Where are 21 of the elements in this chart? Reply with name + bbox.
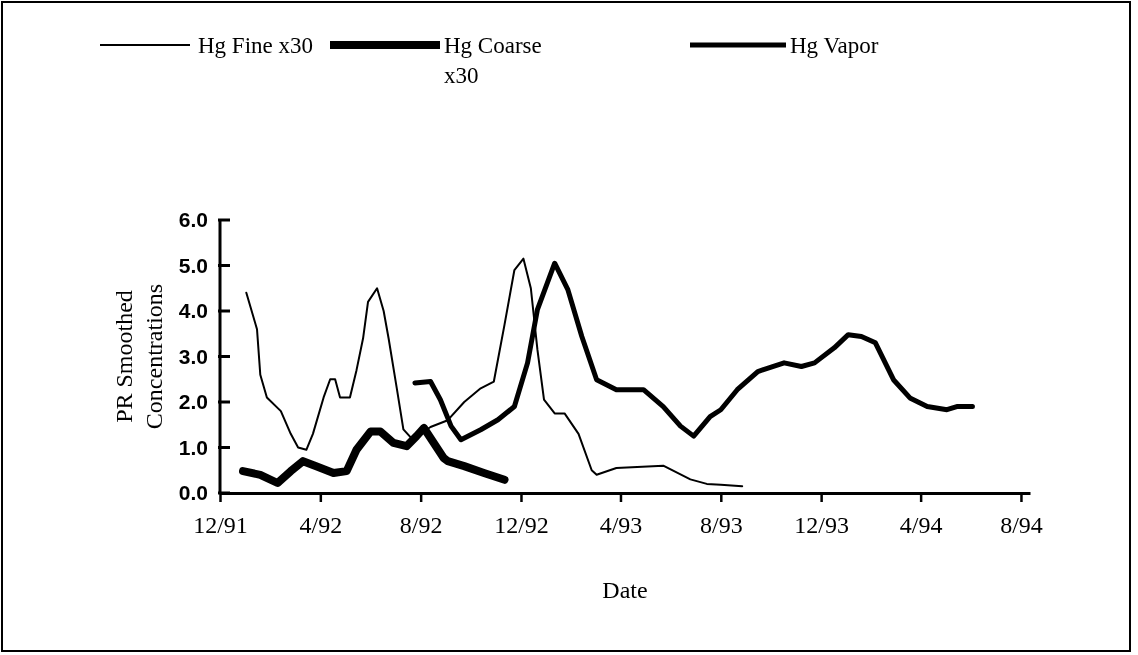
x-tick-label: 12/93 [794, 512, 849, 539]
y-tick-label: 5.0 [178, 253, 208, 277]
x-axis-title: Date [602, 577, 648, 603]
legend-label: Hg Vapor [790, 33, 879, 58]
x-tick-label: 12/92 [494, 512, 549, 539]
x-tick-label: 8/92 [399, 512, 443, 539]
x-tick-label: 4/92 [299, 512, 343, 539]
x-tick-label: 8/94 [1000, 512, 1043, 539]
y-tick-label: 0.0 [178, 481, 208, 504]
y-tick-label: 6.0 [178, 208, 208, 231]
legend-label: Hg Coarse x30 [444, 33, 542, 88]
y-tick-label: 3.0 [178, 344, 208, 368]
y-tick-label: 4.0 [178, 299, 208, 322]
y-tick-label: 1.0 [178, 435, 208, 459]
legend-label: Hg Fine x30 [198, 33, 313, 58]
y-axis-title: PR Smoothed Concentrations [111, 283, 167, 430]
x-tick-label: 4/94 [899, 512, 943, 539]
y-tick-label: 2.0 [178, 390, 208, 413]
x-tick-label: 8/93 [699, 512, 743, 539]
x-tick-label: 4/93 [599, 512, 643, 539]
x-tick-label: 12/91 [193, 512, 248, 539]
